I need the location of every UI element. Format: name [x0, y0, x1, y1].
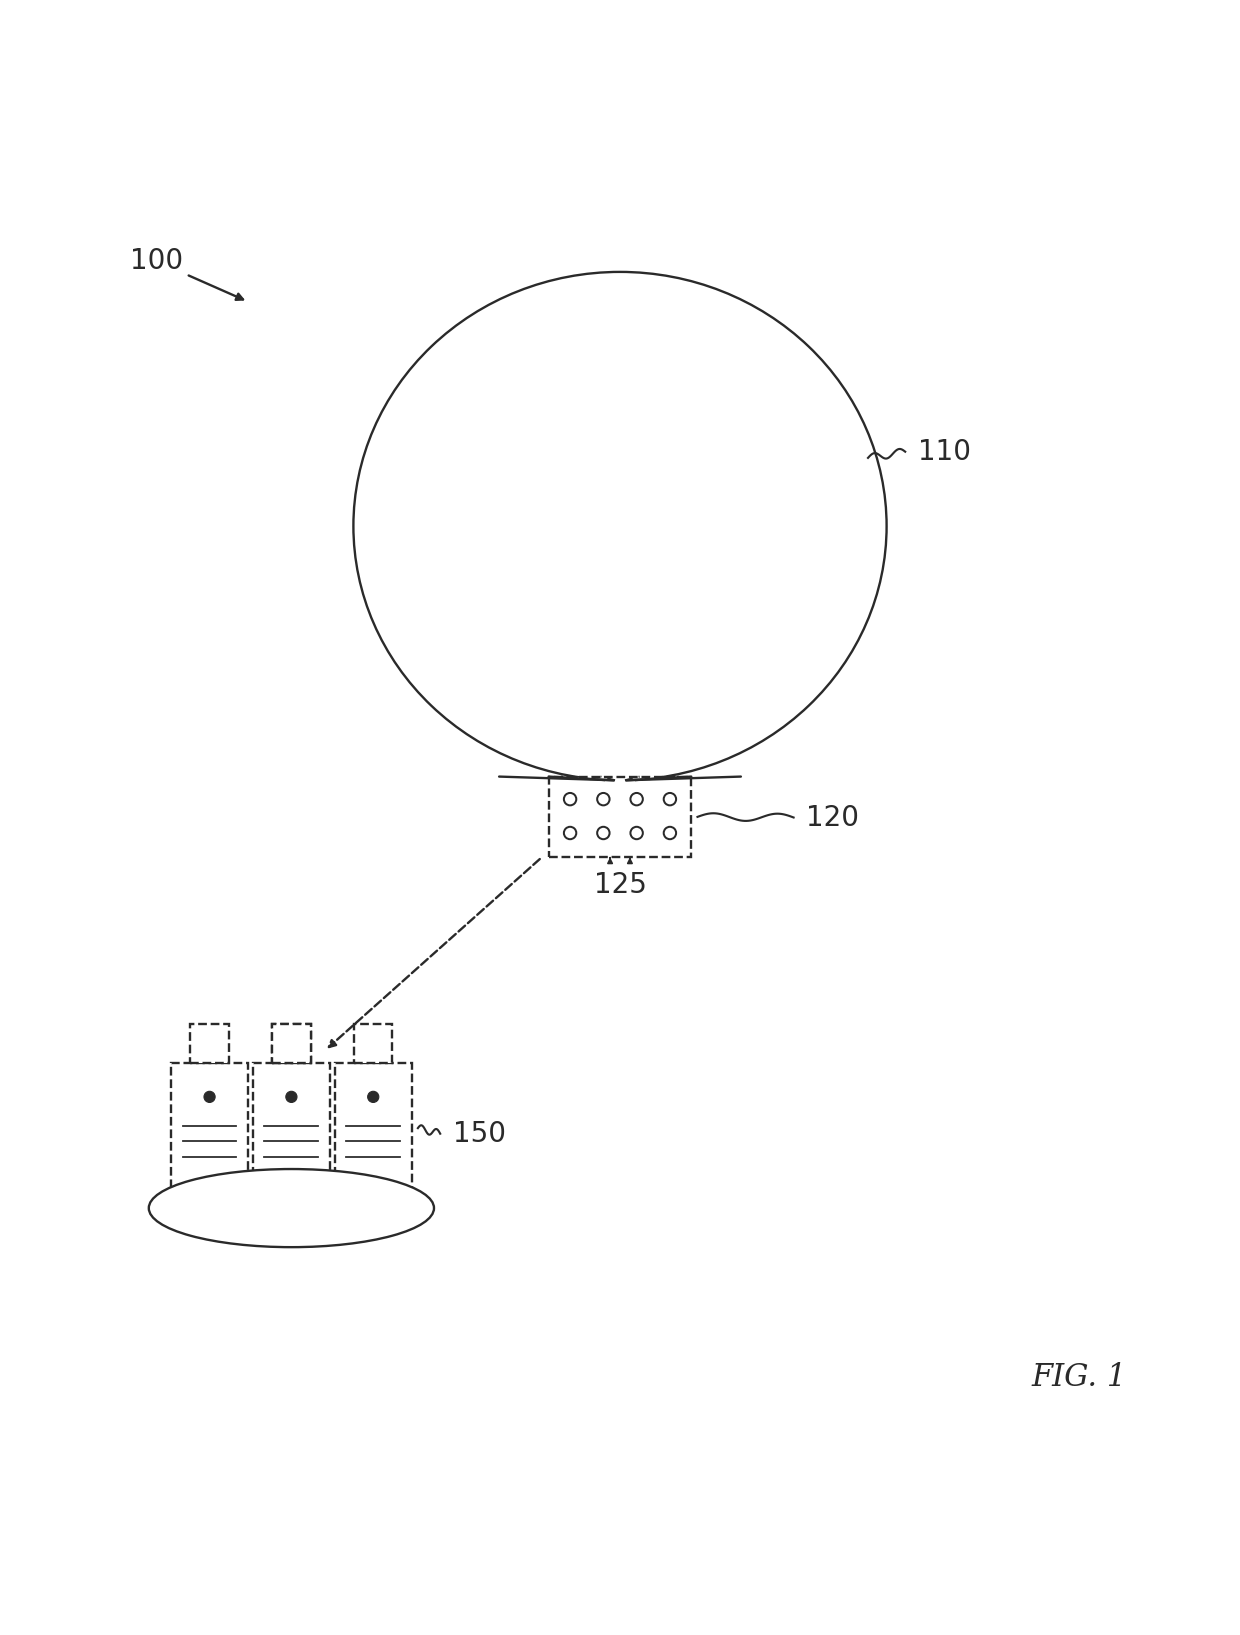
- Bar: [335, 1063, 412, 1194]
- Bar: [549, 777, 692, 857]
- Bar: [272, 1024, 310, 1063]
- Bar: [171, 1063, 248, 1194]
- Ellipse shape: [203, 1091, 216, 1102]
- Bar: [253, 1063, 330, 1194]
- Bar: [190, 1024, 228, 1063]
- Ellipse shape: [353, 271, 887, 780]
- Text: 125: 125: [594, 871, 646, 899]
- Text: 120: 120: [806, 803, 859, 832]
- Ellipse shape: [368, 1091, 379, 1102]
- Text: 150: 150: [453, 1120, 506, 1148]
- Bar: [272, 1024, 310, 1063]
- Ellipse shape: [285, 1091, 298, 1102]
- Text: 100: 100: [130, 247, 243, 299]
- Text: FIG. 1: FIG. 1: [1032, 1362, 1126, 1393]
- Ellipse shape: [149, 1169, 434, 1248]
- Bar: [355, 1024, 392, 1063]
- Text: 110: 110: [918, 438, 971, 466]
